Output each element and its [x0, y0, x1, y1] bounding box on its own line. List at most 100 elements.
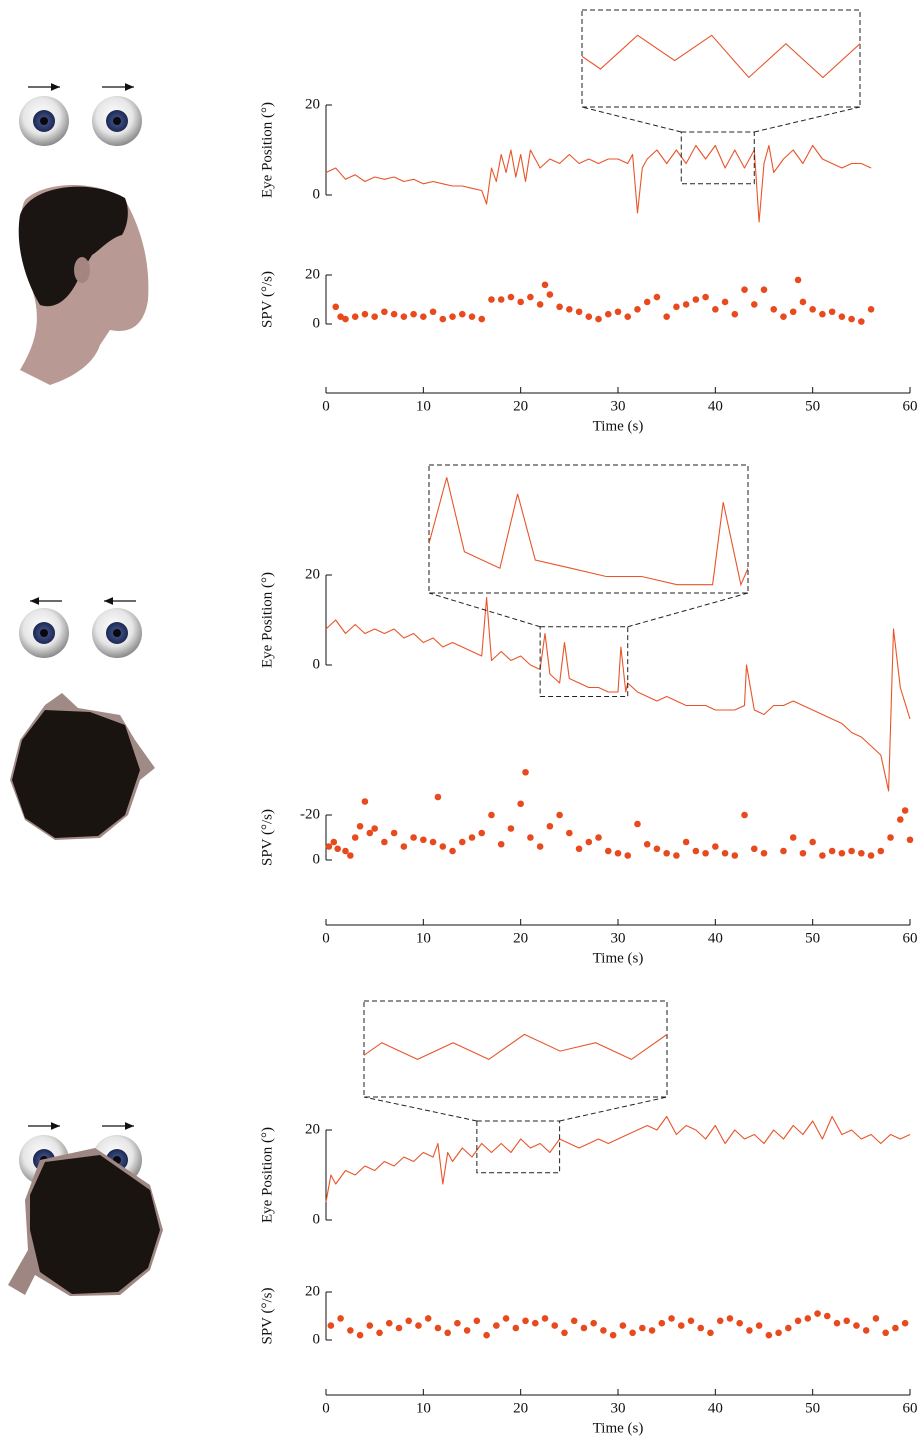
spv-point	[570, 1317, 578, 1325]
spv-point	[507, 825, 515, 832]
spv-point	[337, 313, 344, 320]
spv-point	[643, 840, 651, 848]
spv-point	[692, 847, 700, 855]
spv-point	[527, 834, 534, 841]
spv-point	[449, 313, 456, 320]
head-profile	[18, 185, 149, 385]
zoom-box	[539, 626, 629, 697]
spv-point	[833, 1319, 841, 1327]
spv-point	[799, 298, 807, 306]
spv-point	[848, 847, 855, 855]
spv-point	[351, 834, 359, 841]
spv-point	[342, 847, 349, 855]
spv-point	[463, 1327, 471, 1334]
x-tick-label: 60	[903, 1400, 918, 1416]
spv-point	[673, 303, 680, 311]
inset-box	[581, 9, 861, 108]
x-tick-label: 10	[416, 1400, 431, 1416]
spv-point	[716, 1317, 724, 1325]
y-tick-label: 0	[313, 1331, 321, 1347]
y-tick-label: 20	[305, 96, 320, 112]
spv-point	[619, 1322, 627, 1329]
spv-point	[536, 301, 544, 308]
y-tick-label: 20	[305, 1283, 320, 1299]
x-tick-label: 10	[416, 398, 431, 414]
spv-point	[838, 313, 846, 320]
spv-point	[541, 1315, 549, 1322]
spv-point	[337, 1315, 344, 1322]
spv-point	[356, 1331, 364, 1339]
spv-point	[692, 296, 700, 303]
spv-point	[789, 308, 797, 316]
spv-point	[332, 303, 340, 311]
x-axis-label: Time (s)	[593, 1420, 644, 1436]
spv-point	[712, 306, 719, 313]
spv-point	[497, 840, 505, 848]
spv-point	[760, 849, 768, 857]
x-tick-label: 60	[903, 398, 918, 414]
spv-point	[819, 852, 826, 859]
inset-line	[582, 34, 860, 79]
spv-point	[867, 306, 875, 313]
spv-point	[541, 281, 549, 289]
spv-point	[590, 1319, 597, 1327]
spv-point	[819, 310, 826, 318]
spv-point	[736, 1319, 743, 1327]
spv-point	[551, 1322, 559, 1329]
spv-point	[892, 1324, 899, 1332]
spv-point	[595, 315, 602, 323]
spv-point	[809, 838, 816, 846]
spv-point	[585, 313, 593, 320]
spv-point	[330, 838, 338, 846]
spv-point	[381, 838, 388, 846]
spv-point	[799, 849, 807, 857]
spv-point	[376, 1329, 383, 1337]
spv-point	[356, 822, 364, 830]
spv-point	[488, 296, 495, 303]
spv-point	[483, 1331, 490, 1339]
x-tick-label: 40	[708, 1400, 723, 1416]
spv-point	[794, 276, 802, 284]
zoom-box	[680, 131, 755, 185]
spv-point	[473, 1317, 481, 1325]
spv-point	[668, 1315, 675, 1322]
spv-point	[682, 301, 690, 308]
y-axis-label: Eye Position (°)	[259, 1127, 275, 1223]
y-tick-label: 20	[305, 566, 320, 582]
inset-line	[429, 477, 748, 587]
spv-point	[566, 829, 573, 837]
spv-point	[458, 310, 466, 318]
spv-point	[400, 843, 408, 850]
x-axis-label: Time (s)	[593, 950, 644, 966]
spv-point	[361, 798, 369, 805]
spv-point	[439, 843, 447, 850]
y-axis-label: Eye Position (°)	[259, 102, 275, 198]
spv-point	[468, 313, 476, 320]
y-tick-label: 0	[313, 851, 321, 867]
spv-point	[439, 315, 447, 323]
spv-point	[424, 1315, 432, 1322]
spv-point	[872, 1315, 880, 1322]
spv-point	[531, 1319, 539, 1327]
spv-point	[843, 1317, 851, 1325]
spv-point	[838, 849, 846, 857]
spv-point	[896, 816, 904, 823]
spv-point	[858, 318, 865, 325]
spv-point	[497, 296, 505, 303]
spv-point	[527, 293, 534, 301]
spv-point	[334, 845, 341, 853]
spv-point	[580, 1324, 588, 1332]
spv-point	[400, 313, 408, 320]
spv-point	[741, 811, 748, 819]
x-tick-label: 50	[805, 398, 820, 414]
x-tick-label: 40	[708, 930, 723, 946]
inset-box	[428, 464, 749, 594]
spv-point	[347, 852, 354, 859]
spv-point	[848, 315, 855, 323]
spv-point	[780, 313, 787, 320]
spv-point	[468, 834, 476, 841]
spv-point	[522, 1317, 529, 1325]
spv-point	[502, 1315, 510, 1322]
spv-point	[780, 847, 787, 855]
